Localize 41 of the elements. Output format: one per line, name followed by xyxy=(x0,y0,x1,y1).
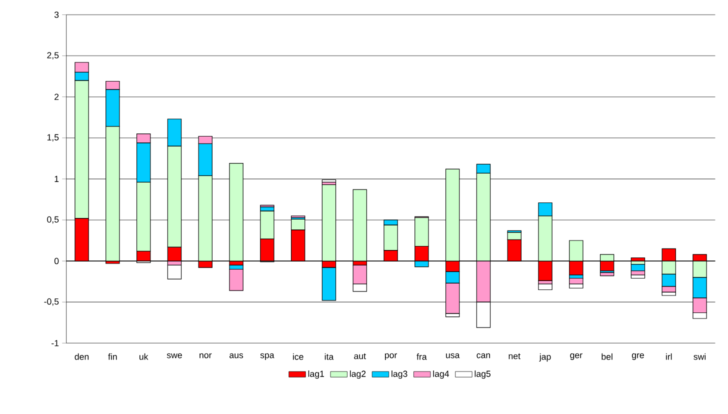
x-tick-label: aut xyxy=(354,353,366,360)
y-tick-label: -1 xyxy=(52,340,59,346)
x-tick-label: ice xyxy=(293,353,304,360)
legend-label: lag4 xyxy=(433,370,450,379)
x-tick-label: swi xyxy=(694,353,706,360)
x-tick-label: fra xyxy=(416,353,427,360)
legend-label: lag3 xyxy=(392,370,408,379)
x-tick-label: nor xyxy=(200,353,212,358)
y-tick-label: 1,5 xyxy=(47,134,59,142)
bar xyxy=(229,268,244,291)
y-tick-label: 2 xyxy=(54,94,59,100)
x-tick-label: spa xyxy=(260,353,274,360)
x-tick-label: bel xyxy=(602,353,612,360)
x-tick-label: por xyxy=(384,353,397,360)
y-tick-label: 2,5 xyxy=(47,52,59,60)
bar xyxy=(538,284,552,290)
bar xyxy=(167,264,182,280)
y-tick-label: -0,5 xyxy=(44,298,59,306)
x-tick-label: can xyxy=(476,353,490,358)
x-tick-label: swe xyxy=(166,353,182,358)
legend-label: lag5 xyxy=(474,370,491,379)
y-tick-label: 0 xyxy=(54,258,59,264)
y-tick-label: 3 xyxy=(54,12,59,18)
x-tick-label: ger xyxy=(570,353,582,360)
x-tick-label: usa xyxy=(446,353,460,358)
x-tick-label: gre xyxy=(632,353,644,360)
x-tick-label: fin xyxy=(108,353,117,360)
bar xyxy=(630,264,646,272)
x-tick-label: ita xyxy=(324,353,334,360)
bar xyxy=(322,180,336,183)
y-tick-label: 1 xyxy=(54,176,59,182)
bar xyxy=(630,274,646,279)
legend-label: lag1 xyxy=(308,370,324,379)
y-tick-label: 0,5 xyxy=(47,216,59,224)
x-tick-label: irl xyxy=(666,353,672,360)
x-tick-label: aus xyxy=(230,353,244,358)
x-tick-label: uk xyxy=(139,353,148,360)
x-tick-label: den xyxy=(74,353,89,360)
x-tick-label: jap xyxy=(539,353,551,362)
x-tick-label: net xyxy=(508,353,520,360)
legend-label: lag2 xyxy=(350,370,366,379)
